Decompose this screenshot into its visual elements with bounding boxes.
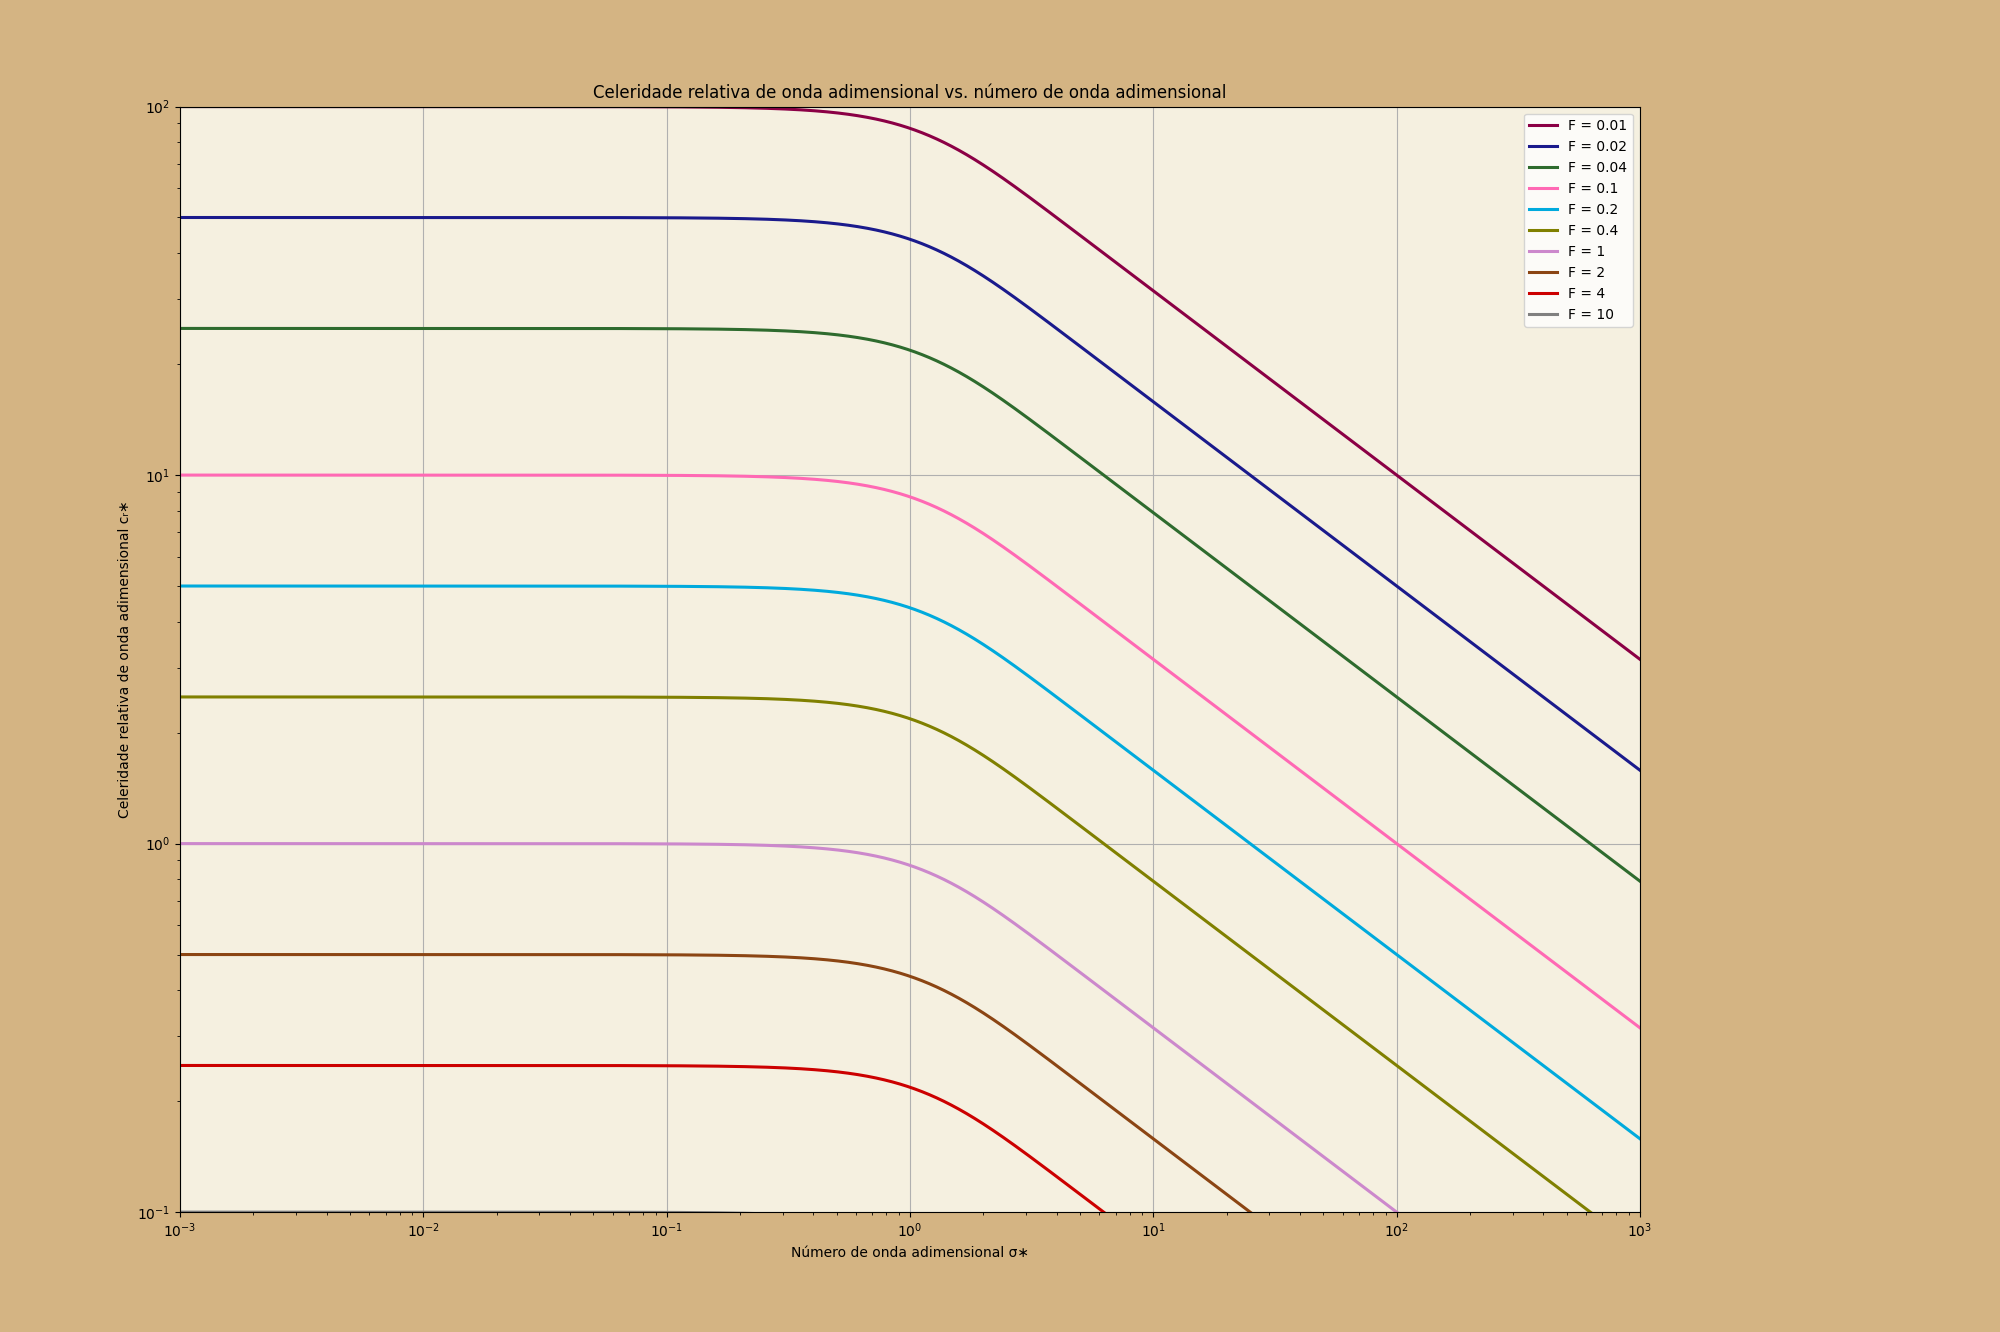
F = 0.4 [1318, 1007, 1342, 1023]
F = 4 [840, 1066, 864, 1082]
F = 0.2 [1318, 895, 1342, 911]
F = 0.1 [1628, 1020, 1652, 1036]
F = 0.2 [1584, 1098, 1608, 1114]
Line: F = 0.1: F = 0.1 [180, 476, 1640, 1028]
Title: Celeridade relativa de onda adimensional vs. número de onda adimensional: Celeridade relativa de onda adimensional… [594, 84, 1226, 103]
F = 1 [1318, 1154, 1342, 1169]
X-axis label: Número de onda adimensional σ∗: Número de onda adimensional σ∗ [792, 1245, 1028, 1260]
F = 10 [242, 1204, 266, 1220]
F = 2 [168, 947, 192, 963]
F = 0.02 [1586, 730, 1610, 746]
F = 0.2 [878, 594, 902, 610]
F = 1 [840, 843, 864, 859]
F = 0.02 [1318, 527, 1342, 543]
Legend: F = 0.01, F = 0.02, F = 0.04, F = 0.1, F = 0.2, F = 0.4, F = 1, F = 2, F = 4, F : F = 0.01, F = 0.02, F = 0.04, F = 0.1, F… [1524, 113, 1634, 328]
F = 0.2 [1586, 1099, 1610, 1115]
Line: F = 4: F = 4 [180, 1066, 1640, 1332]
F = 0.01 [840, 107, 864, 123]
F = 0.4 [1586, 1209, 1610, 1225]
F = 0.02 [168, 209, 192, 225]
F = 0.2 [1628, 1131, 1652, 1147]
F = 0.01 [1584, 619, 1608, 635]
F = 0.04 [242, 321, 266, 337]
F = 1 [242, 835, 266, 851]
F = 1 [168, 835, 192, 851]
F = 0.02 [840, 217, 864, 233]
F = 0.1 [878, 484, 902, 500]
F = 0.01 [1318, 417, 1342, 433]
F = 0.02 [242, 209, 266, 225]
F = 0.04 [168, 321, 192, 337]
F = 0.1 [168, 468, 192, 484]
F = 4 [242, 1058, 266, 1074]
F = 4 [168, 1058, 192, 1074]
F = 0.04 [840, 329, 864, 345]
F = 0.1 [840, 476, 864, 492]
F = 2 [840, 955, 864, 971]
F = 0.4 [878, 705, 902, 721]
Line: F = 0.04: F = 0.04 [180, 329, 1640, 882]
F = 2 [878, 962, 902, 978]
F = 4 [878, 1074, 902, 1090]
Line: F = 0.4: F = 0.4 [180, 697, 1640, 1249]
F = 0.2 [242, 578, 266, 594]
F = 0.01 [242, 99, 266, 115]
F = 0.04 [1584, 840, 1608, 856]
F = 0.04 [1628, 874, 1652, 890]
F = 0.02 [878, 225, 902, 241]
F = 2 [242, 947, 266, 963]
Line: F = 10: F = 10 [180, 1212, 1640, 1332]
F = 0.4 [1584, 1209, 1608, 1225]
F = 0.01 [1628, 651, 1652, 667]
F = 0.2 [840, 586, 864, 602]
Line: F = 0.01: F = 0.01 [180, 107, 1640, 659]
F = 1 [878, 851, 902, 867]
F = 0.04 [1318, 638, 1342, 654]
Line: F = 0.2: F = 0.2 [180, 586, 1640, 1139]
F = 0.04 [878, 336, 902, 352]
F = 2 [1318, 1264, 1342, 1280]
F = 10 [168, 1204, 192, 1220]
F = 0.01 [878, 115, 902, 131]
F = 0.1 [1318, 785, 1342, 801]
F = 0.4 [242, 689, 266, 705]
Y-axis label: Celeridade relativa de onda adimensional cᵣ∗: Celeridade relativa de onda adimensional… [118, 501, 132, 818]
F = 0.2 [168, 578, 192, 594]
F = 0.1 [242, 468, 266, 484]
F = 10 [840, 1212, 864, 1228]
F = 0.02 [1628, 762, 1652, 778]
F = 0.01 [168, 99, 192, 115]
Line: F = 0.02: F = 0.02 [180, 217, 1640, 770]
Line: F = 2: F = 2 [180, 955, 1640, 1332]
F = 0.1 [1586, 988, 1610, 1004]
F = 0.02 [1584, 730, 1608, 746]
F = 0.4 [1628, 1241, 1652, 1257]
F = 0.4 [840, 697, 864, 713]
F = 0.1 [1584, 987, 1608, 1003]
F = 0.4 [168, 689, 192, 705]
F = 10 [878, 1220, 902, 1236]
F = 0.01 [1586, 619, 1610, 635]
F = 0.04 [1586, 840, 1610, 856]
Line: F = 1: F = 1 [180, 843, 1640, 1332]
